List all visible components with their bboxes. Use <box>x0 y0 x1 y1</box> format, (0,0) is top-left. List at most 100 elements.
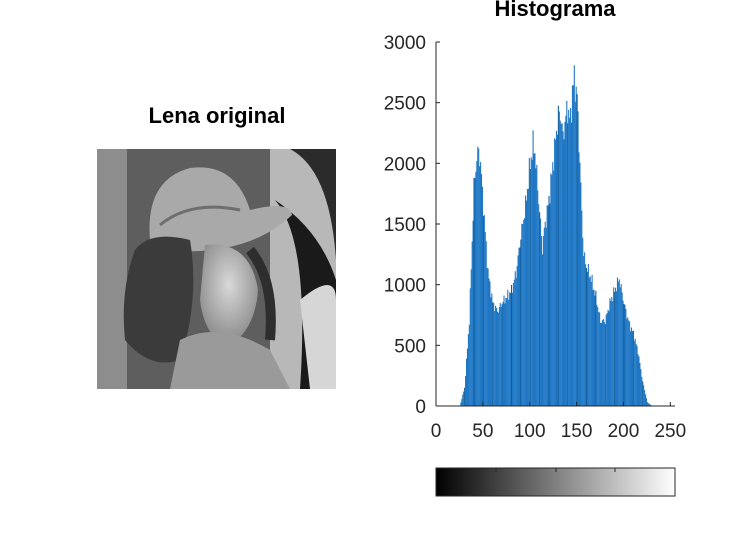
histogram-bar <box>479 166 481 406</box>
histogram-bar <box>521 223 523 406</box>
histogram-bar <box>611 297 613 406</box>
y-tick-label: 2500 <box>384 94 426 115</box>
x-tick-label: 0 <box>431 421 442 442</box>
histogram-bar <box>584 252 586 406</box>
histogram-bar <box>537 190 539 406</box>
y-tick-label: 2000 <box>384 154 426 175</box>
histogram-bar <box>480 174 483 406</box>
histogram-bar <box>500 306 502 406</box>
histogram-bar <box>633 340 635 406</box>
histogram-bar <box>607 309 609 406</box>
histogram-bar <box>641 376 643 406</box>
histogram-bar <box>603 321 605 406</box>
histogram-bar <box>571 85 573 406</box>
histogram-bar <box>590 281 592 406</box>
histogram-bar <box>555 139 557 406</box>
histogram-bar <box>513 279 515 406</box>
x-tick-label: 150 <box>561 421 593 442</box>
histogram-bar <box>630 331 632 406</box>
histogram-bar <box>510 284 513 406</box>
histogram-bars <box>460 65 652 407</box>
histogram-bar <box>489 281 491 406</box>
histogram-bar <box>507 289 509 406</box>
histogram-bar <box>520 239 522 406</box>
histogram-bar <box>579 162 581 406</box>
histogram-bar <box>465 375 467 406</box>
histogram-bar <box>598 312 600 406</box>
histogram-bar <box>638 356 640 406</box>
histogram-bar <box>561 123 563 407</box>
histogram-bar <box>474 178 476 406</box>
histogram-bar <box>578 152 580 406</box>
histogram-bar <box>567 123 569 406</box>
histogram-bar <box>491 293 493 406</box>
histogram-bar <box>545 227 547 406</box>
histogram-bar <box>585 264 587 406</box>
histogram-bar <box>534 153 536 406</box>
histogram-bar <box>550 173 552 406</box>
x-axis: 0 50 100 150 200 250 <box>431 402 686 442</box>
histogram-bar <box>569 117 571 406</box>
histogram-bar <box>472 220 474 406</box>
histogram-bar <box>600 322 602 406</box>
histogram-bar <box>508 299 510 406</box>
histogram-bar <box>635 344 637 406</box>
histogram-bar <box>499 302 501 406</box>
histogram-bar <box>525 195 527 406</box>
histogram-bar <box>591 274 593 406</box>
histogram-bar <box>632 330 634 406</box>
histogram-bar <box>564 121 566 407</box>
histogram-bar <box>645 394 647 406</box>
histogram-bar <box>502 301 504 406</box>
histogram-bar <box>620 283 622 406</box>
histogram-bar <box>587 264 589 406</box>
histogram-bar <box>619 287 621 406</box>
histogram-bar <box>570 122 573 406</box>
histogram-bar <box>465 358 468 406</box>
histogram-bar <box>649 404 651 406</box>
histogram-bar <box>492 302 494 406</box>
histogram-bar <box>539 212 541 406</box>
histogram-bar <box>608 311 610 406</box>
histogram-bar <box>533 153 535 406</box>
histogram-bar <box>556 134 558 406</box>
histogram-bar <box>495 305 497 406</box>
histogram-bar <box>574 101 576 407</box>
histogram-bar <box>637 354 639 406</box>
histogram-bar <box>595 290 597 406</box>
histogram-bar <box>475 171 477 406</box>
histogram-bar <box>470 269 472 406</box>
histogram-bar <box>592 290 594 406</box>
lena-grayscale-image <box>97 149 336 389</box>
histogram-bar <box>530 157 532 406</box>
histogram-bar <box>627 317 629 406</box>
histogram-bar <box>498 307 500 406</box>
histogram-bar <box>554 138 556 407</box>
histogram-bar <box>645 398 648 406</box>
histogram-bar <box>639 363 641 406</box>
histogram-bar <box>514 271 516 406</box>
y-tick-label: 0 <box>415 397 426 418</box>
histogram-bar <box>551 174 553 406</box>
histogram-bar <box>583 255 585 406</box>
histogram-bar <box>585 268 588 406</box>
histogram-bar <box>602 318 604 406</box>
histogram-bar <box>503 295 505 406</box>
histogram-bar <box>560 123 562 406</box>
histogram-bar <box>506 297 508 406</box>
y-tick-label: 500 <box>394 336 426 357</box>
histogram-bar <box>540 218 542 406</box>
histogram-bar <box>476 161 478 406</box>
histogram-bar <box>613 287 615 406</box>
histogram-bar <box>541 254 543 406</box>
histogram-bar <box>588 277 590 406</box>
histogram-bar <box>642 381 644 406</box>
histogram-bar <box>504 303 506 406</box>
histogram-bar <box>460 402 462 406</box>
histogram-bar <box>540 236 543 406</box>
histogram-bar <box>519 247 521 406</box>
histogram-bar <box>589 276 591 406</box>
histogram-bar <box>538 204 540 406</box>
histogram-bar <box>616 277 618 406</box>
histogram-bar <box>510 293 512 406</box>
